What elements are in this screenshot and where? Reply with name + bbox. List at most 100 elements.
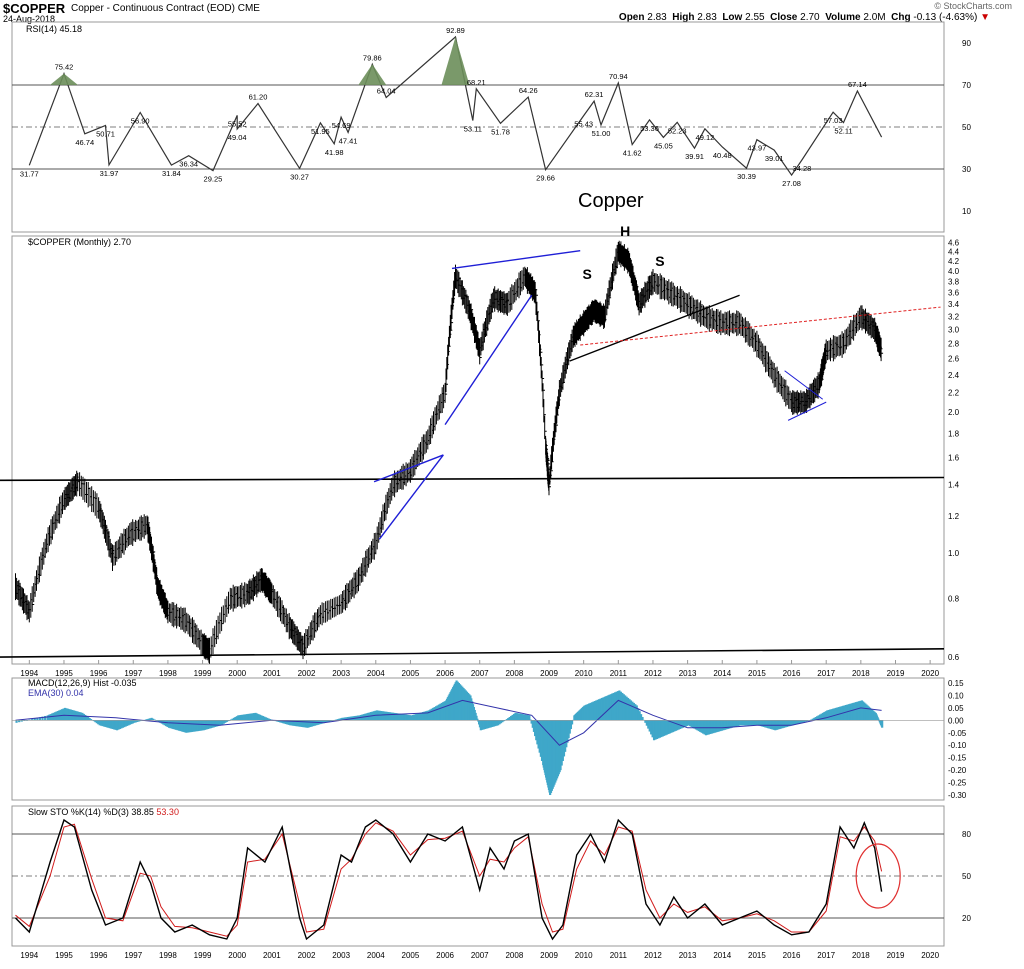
macd-hist-bar xyxy=(305,720,308,728)
macd-hist-bar xyxy=(49,714,52,721)
macd-hist-bar xyxy=(739,720,742,726)
macd-tick-label: -0.15 xyxy=(948,754,967,763)
macd-hist-bar xyxy=(868,707,872,721)
macd-hist-bar xyxy=(20,720,23,722)
macd-hist-bar xyxy=(657,720,660,739)
macd-hist-bar xyxy=(644,720,647,723)
price-panel: S H S xyxy=(0,223,945,664)
macd-hist-bar xyxy=(63,707,67,721)
rsi-tick-label: 10 xyxy=(962,207,971,216)
x-tick-label: 2010 xyxy=(575,951,593,960)
x-tick-label: 2007 xyxy=(471,669,489,678)
macd-hist-bar xyxy=(310,720,314,727)
macd-hist-bar xyxy=(586,704,589,721)
macd-hist-bar xyxy=(267,718,270,721)
x-tick-label: 2014 xyxy=(713,951,731,960)
macd-hist-bar xyxy=(635,705,638,721)
x-tick-label: 2012 xyxy=(644,951,662,960)
macd-hist-bar xyxy=(700,720,703,733)
ema-legend: EMA(30) 0.04 xyxy=(28,688,84,698)
macd-hist-bar xyxy=(611,693,614,721)
price-legend: $COPPER (Monthly) 2.70 xyxy=(28,237,131,247)
rsi-value-label: 67.14 xyxy=(848,80,867,89)
macd-hist-bar xyxy=(537,720,540,749)
macd-hist-bar xyxy=(277,720,280,722)
macd-legend: MACD(12,26,9) Hist -0.035 xyxy=(28,678,137,688)
rsi-value-label: 52.11 xyxy=(834,127,852,136)
trendline-blue xyxy=(784,370,824,400)
macd-hist-bar xyxy=(673,720,676,732)
macd-hist-bar xyxy=(621,692,624,721)
macd-hist-bar xyxy=(411,714,415,721)
high-value: 2.83 xyxy=(697,12,717,23)
macd-hist-bar xyxy=(344,717,347,721)
macd-hist-bar xyxy=(400,713,403,721)
macd-hist-bar xyxy=(697,720,700,732)
macd-hist-bar xyxy=(645,720,648,726)
macd-hist-bar xyxy=(416,713,419,721)
macd-hist-bar xyxy=(738,720,741,726)
macd-hist-bar xyxy=(323,720,327,723)
macd-hist-bar xyxy=(498,720,501,725)
rsi-value-label: 46.74 xyxy=(75,138,94,147)
macd-hist-bar xyxy=(647,720,650,729)
rsi-value-label: 50.71 xyxy=(96,130,115,139)
x-tick-label: 2012 xyxy=(644,669,662,678)
price-tick-label: 2.4 xyxy=(948,371,960,380)
x-tick-label: 2004 xyxy=(367,669,385,678)
price-tick-label: 0.6 xyxy=(948,653,960,662)
macd-hist-bar xyxy=(65,708,68,721)
macd-hist-bar xyxy=(481,720,484,730)
macd-hist-bar xyxy=(762,720,765,727)
volume-value: 2.0M xyxy=(863,12,886,23)
x-tick-label: 2018 xyxy=(852,951,870,960)
macd-hist-bar xyxy=(719,720,722,732)
macd-hist-bar xyxy=(87,717,90,721)
macd-hist-bar xyxy=(866,705,869,721)
trendline-blue xyxy=(451,249,581,270)
macd-hist-bar xyxy=(821,712,825,721)
macd-hist-bar xyxy=(172,720,175,730)
rsi-tick-label: 90 xyxy=(962,39,971,48)
macd-hist-bar xyxy=(284,720,288,725)
macd-hist-bar xyxy=(404,714,407,721)
x-tick-label: 2000 xyxy=(228,951,246,960)
macd-hist-bar xyxy=(534,720,537,737)
macd-hist-bar xyxy=(201,720,204,731)
support-line-upper xyxy=(0,476,945,482)
macd-hist-bar xyxy=(380,710,383,721)
macd-hist-bar xyxy=(632,702,635,721)
macd-hist-bar xyxy=(732,720,735,728)
price-tick-label: 0.8 xyxy=(948,595,960,604)
rsi-value-label: 41.62 xyxy=(623,149,642,158)
sto-tick-label: 80 xyxy=(962,830,971,839)
macd-hist-bar xyxy=(420,712,423,721)
macd-hist-bar xyxy=(486,720,490,729)
macd-hist-bar xyxy=(528,715,531,721)
macd-hist-bar xyxy=(651,720,654,738)
macd-hist-bar xyxy=(186,720,189,733)
macd-hist-bar xyxy=(603,696,607,721)
macd-hist-bar xyxy=(279,720,282,723)
macd-hist-bar xyxy=(159,720,162,723)
macd-hist-bar xyxy=(133,720,136,723)
rsi-value-label: 62.31 xyxy=(585,90,604,99)
x-tick-label: 1998 xyxy=(159,951,177,960)
macd-hist-bar xyxy=(467,692,470,721)
macd-hist-bar xyxy=(859,700,862,721)
macd-hist-bar xyxy=(48,714,51,721)
macd-hist-bar xyxy=(92,720,96,722)
rsi-value-label: 57.03 xyxy=(824,116,843,125)
chart-title: Copper xyxy=(578,190,644,212)
trendline-red xyxy=(580,306,941,346)
price-tick-label: 4.4 xyxy=(948,248,960,257)
macd-hist-bar xyxy=(283,720,286,724)
rsi-value-label: 41.98 xyxy=(325,148,344,157)
macd-hist-bar xyxy=(794,720,797,725)
x-tick-label: 2015 xyxy=(748,669,766,678)
macd-hist-bar xyxy=(667,720,670,735)
rsi-value-label: 53.11 xyxy=(464,124,482,133)
macd-hist-bar xyxy=(780,720,783,729)
macd-hist-bar xyxy=(532,720,536,732)
sto-d-line xyxy=(15,822,883,937)
